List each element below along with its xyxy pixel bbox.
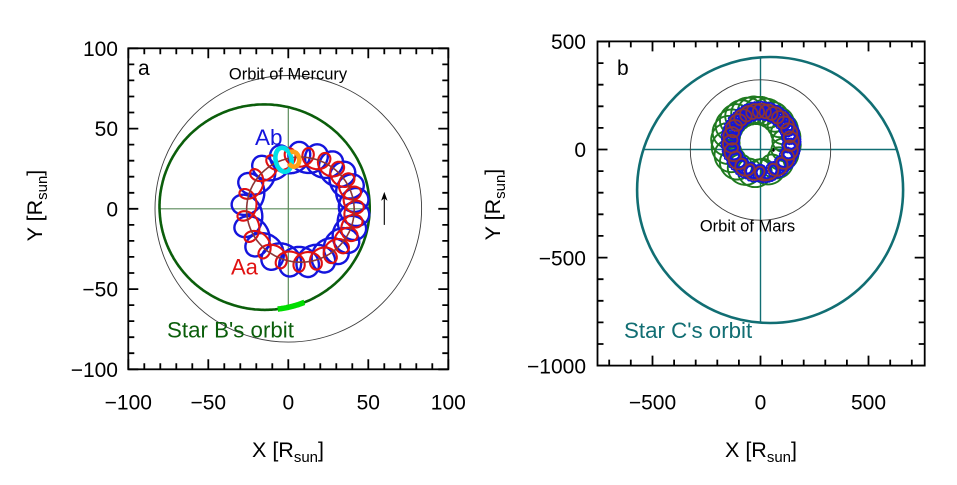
- svg-text:−100: −100: [105, 392, 152, 415]
- svg-text:0: 0: [282, 392, 294, 415]
- svg-text:Star C's orbit: Star C's orbit: [624, 318, 753, 343]
- svg-text:−50: −50: [82, 279, 118, 302]
- svg-text:Orbit of Mars: Orbit of Mars: [700, 218, 795, 236]
- svg-text:−500: −500: [539, 247, 586, 270]
- svg-text:Star B's orbit: Star B's orbit: [167, 318, 295, 343]
- svg-text:100: 100: [83, 38, 118, 61]
- svg-text:−500: −500: [629, 392, 676, 415]
- svg-text:b: b: [617, 57, 629, 80]
- svg-text:100: 100: [431, 392, 466, 415]
- svg-text:a: a: [138, 57, 150, 80]
- svg-text:Orbit of Mercury: Orbit of Mercury: [229, 66, 348, 84]
- svg-text:−100: −100: [71, 359, 118, 382]
- svg-text:500: 500: [851, 392, 886, 415]
- svg-text:0: 0: [755, 392, 767, 415]
- svg-text:500: 500: [551, 31, 586, 54]
- svg-text:50: 50: [95, 118, 118, 141]
- svg-text:−1000: −1000: [527, 355, 586, 378]
- svg-text:50: 50: [357, 392, 380, 415]
- svg-text:Ab: Ab: [255, 125, 283, 150]
- svg-text:Aa: Aa: [231, 255, 259, 280]
- svg-text:0: 0: [574, 139, 586, 162]
- svg-text:−50: −50: [190, 392, 226, 415]
- svg-text:0: 0: [106, 198, 118, 221]
